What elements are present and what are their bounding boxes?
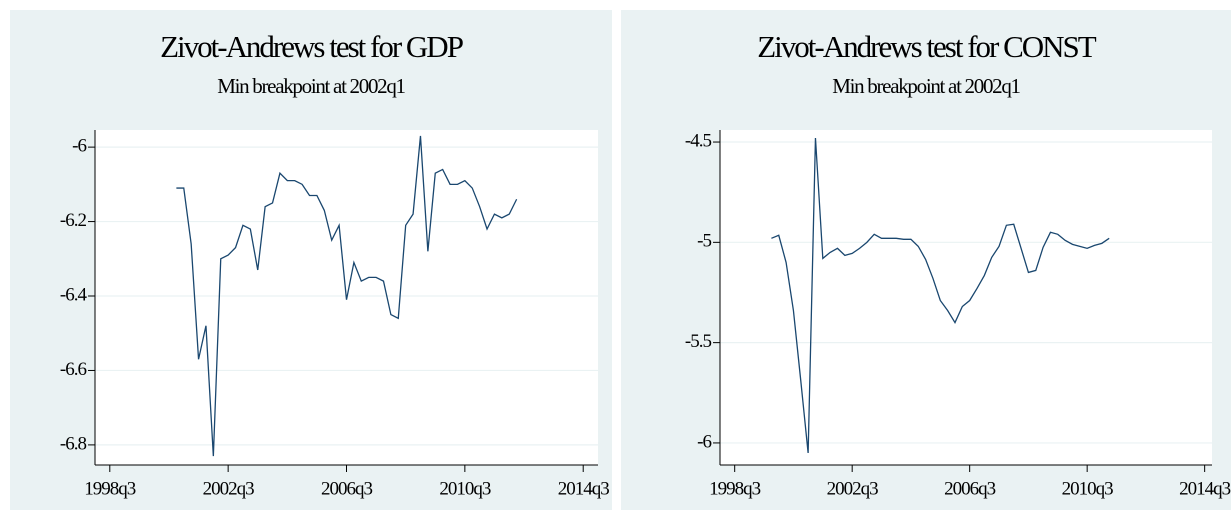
series-line [771,137,1110,454]
x-tick-label: 1998q3 [709,478,761,499]
x-tick-label: 2014q3 [558,478,610,499]
y-tick-label: -6.6 [60,359,87,380]
chart-title: Zivot-Andrews test for GDP [160,29,463,64]
y-tick-label: -6.8 [60,433,87,454]
y-tick-label: -5 [697,231,711,252]
chart-subtitle: Min breakpoint at 2002q1 [832,74,1020,98]
x-tick-label: 2014q3 [1179,478,1231,499]
chart: Zivot-Andrews test for GDP Min breakpoint… [10,10,612,510]
series-line [176,135,518,457]
y-tick-label: -6 [697,431,711,452]
x-tick-label: 2002q3 [827,478,879,499]
x-tick-label: 2002q3 [203,478,255,499]
y-tick-label: -6.2 [60,210,87,231]
y-tick-label: -4.5 [685,130,712,151]
chart: Zivot-Andrews test for CONST Min breakpoi… [621,10,1231,510]
chart-title: Zivot-Andrews test for CONST [757,29,1097,64]
y-tick-label: -6 [72,135,86,156]
x-tick-label: 2006q3 [944,478,996,499]
y-tick-label: -5.5 [685,331,712,352]
x-tick-label: 2010q3 [439,478,491,499]
plot-area [720,130,1212,465]
x-tick-label: 1998q3 [84,478,136,499]
x-tick-label: 2010q3 [1062,478,1114,499]
y-tick-label: -6.4 [60,284,88,305]
chart-subtitle: Min breakpoint at 2002q1 [217,74,405,98]
x-tick-label: 2006q3 [321,478,373,499]
